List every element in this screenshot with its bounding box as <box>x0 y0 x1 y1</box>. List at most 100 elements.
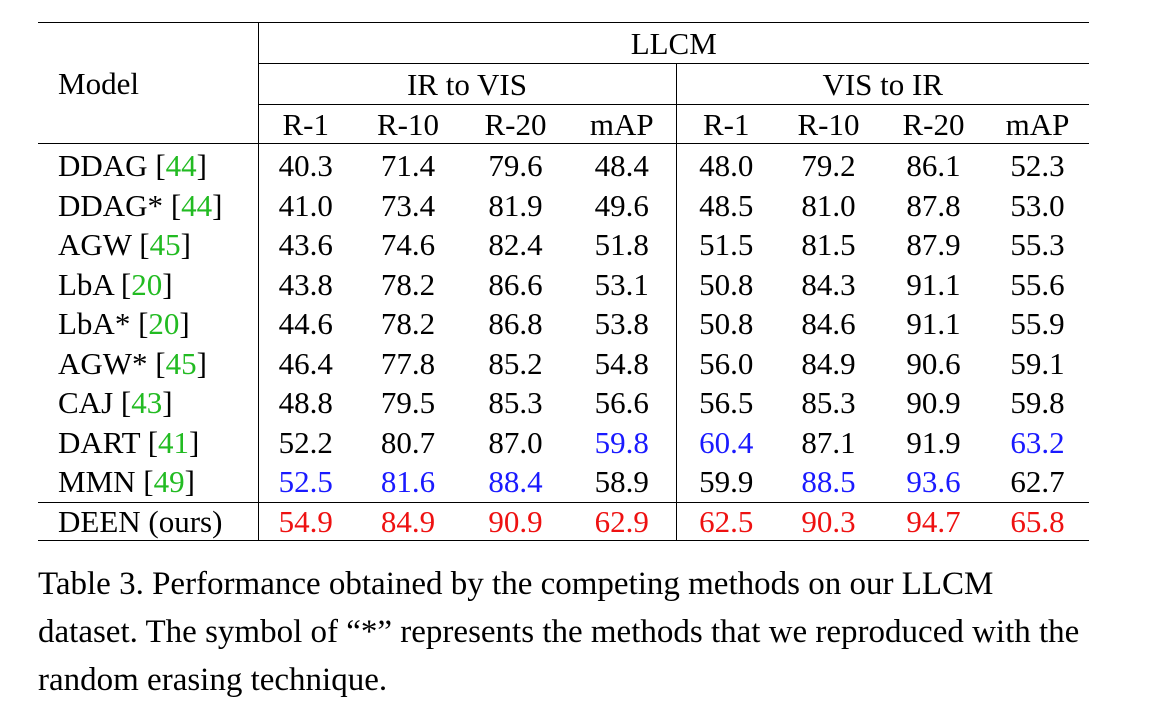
value-cell: 50.8 <box>699 266 754 302</box>
value-cell: 48.5 <box>699 187 754 223</box>
value-cell-best: 65.8 <box>986 501 1089 541</box>
value-cell: 86.1 <box>906 148 961 184</box>
value-cell: 50.8 <box>699 306 754 342</box>
value-cell: 40.3 <box>278 148 333 184</box>
value-cell: 56.6 <box>568 383 677 423</box>
table-row: AGW* [45] 46.4 77.8 85.2 54.8 56.0 84.9 90.6 59.… <box>38 343 1089 383</box>
value-cell: 93.6 <box>906 464 961 500</box>
value-cell: 78.2 <box>380 306 436 342</box>
metric-header: R-10 <box>776 104 881 144</box>
metric-header: mAP <box>986 104 1089 144</box>
citation-link[interactable]: 45 <box>165 345 197 381</box>
value-cell: 49.6 <box>568 185 677 225</box>
value-cell: 41.0 <box>278 187 333 223</box>
value-cell: 73.4 <box>380 187 436 223</box>
value-cell-best: 90.9 <box>463 501 568 541</box>
citation-link[interactable]: 20 <box>148 306 180 342</box>
model-name: AGW* <box>58 345 148 381</box>
model-name-cell: DDAG* [44] <box>38 185 259 225</box>
value-cell: 87.8 <box>906 187 961 223</box>
citation-link[interactable]: 44 <box>181 187 213 223</box>
model-name: DDAG* <box>58 187 164 223</box>
model-name: LbA <box>58 266 114 302</box>
citation-link[interactable]: 43 <box>131 385 163 421</box>
value-cell: 59.9 <box>699 464 754 500</box>
citation-link[interactable]: 20 <box>131 266 163 302</box>
value-cell: 88.5 <box>801 464 856 500</box>
citation-link[interactable]: 44 <box>165 148 197 184</box>
value-cell-best: 90.3 <box>776 501 881 541</box>
model-name-cell: DDAG [44] <box>38 143 259 186</box>
value-cell: 46.4 <box>278 345 333 381</box>
table-row: DART [41] 52.2 80.7 87.0 59.8 60.4 87.1 91.9 63.… <box>38 422 1089 462</box>
metric-header-row: R-1 R-10 R-20 mAP R-1 R-10 R-20 mAP <box>38 104 1089 144</box>
model-name: CAJ <box>58 385 114 421</box>
model-name-cell: AGW* [45] <box>38 343 259 383</box>
value-cell-best: 84.9 <box>353 501 463 541</box>
table-row: CAJ [43] 48.8 79.5 85.3 56.6 56.5 85.3 90.9 59.8 <box>38 383 1089 423</box>
value-cell: 79.2 <box>801 148 856 184</box>
model-name: LbA* <box>58 306 131 342</box>
value-cell: 59.8 <box>1010 385 1065 421</box>
model-name: DART <box>58 424 140 460</box>
metric-header: R-1 <box>676 104 776 144</box>
value-cell-best: 54.9 <box>258 501 353 541</box>
metric-header: R-10 <box>353 104 463 144</box>
value-cell: 91.1 <box>906 306 961 342</box>
value-cell: 43.6 <box>278 227 333 263</box>
value-cell: 48.8 <box>278 385 333 421</box>
value-cell: 90.6 <box>906 345 961 381</box>
table-row: DDAG* [44] 41.0 73.4 81.9 49.6 48.5 81.0 87.8 53… <box>38 185 1089 225</box>
value-cell: 52.5 <box>278 464 333 500</box>
value-cell: 87.0 <box>488 424 543 460</box>
model-name-cell: MMN [49] <box>38 462 259 502</box>
group-header-vis-to-ir: VIS to IR <box>676 63 1089 105</box>
value-cell: 84.6 <box>801 306 856 342</box>
value-cell: 51.5 <box>699 227 754 263</box>
value-cell: 85.2 <box>488 345 543 381</box>
table-row: LbA* [20] 44.6 78.2 86.8 53.8 50.8 84.6 91.1 55.… <box>38 304 1089 344</box>
group-header-ir-to-vis: IR to VIS <box>258 63 677 105</box>
value-cell: 56.0 <box>699 345 754 381</box>
model-name: MMN <box>58 464 136 500</box>
table-row: MMN [49] 52.5 81.6 88.4 58.9 59.9 88.5 93.6 62.7 <box>38 462 1089 502</box>
value-cell: 79.5 <box>380 385 436 421</box>
citation-link[interactable]: 49 <box>153 464 185 500</box>
dataset-header: LLCM <box>258 22 1089 64</box>
value-cell: 90.9 <box>906 385 961 421</box>
value-cell: 56.5 <box>699 385 754 421</box>
value-cell: 55.6 <box>1010 266 1065 302</box>
metric-header: R-1 <box>258 104 353 144</box>
citation-link[interactable]: 45 <box>149 227 181 263</box>
value-cell: 85.3 <box>488 385 543 421</box>
value-cell: 59.8 <box>568 422 677 462</box>
metric-header: mAP <box>568 104 677 144</box>
model-name-cell: CAJ [43] <box>38 383 259 423</box>
model-name: DDAG <box>58 148 148 184</box>
value-cell: 77.8 <box>380 345 436 381</box>
value-cell: 48.4 <box>568 143 677 186</box>
table-row: AGW [45] 43.6 74.6 82.4 51.8 51.5 81.5 87.9 55.3 <box>38 225 1089 265</box>
value-cell: 86.8 <box>488 306 543 342</box>
value-cell: 87.1 <box>801 424 856 460</box>
value-cell: 62.7 <box>1010 464 1065 500</box>
table-caption: Table 3. Performance obtained by the com… <box>38 566 1080 698</box>
model-name-ours: DEEN (ours) <box>38 501 259 541</box>
value-cell-best: 62.9 <box>568 501 677 541</box>
value-cell: 86.6 <box>488 266 543 302</box>
model-name-cell: AGW [45] <box>38 225 259 265</box>
value-cell: 91.1 <box>906 266 961 302</box>
citation-link[interactable]: 41 <box>158 424 190 460</box>
value-cell: 44.6 <box>278 306 333 342</box>
value-cell: 55.9 <box>1010 306 1065 342</box>
value-cell: 81.0 <box>801 187 856 223</box>
model-column-header: Model <box>38 22 259 144</box>
value-cell: 81.9 <box>488 187 543 223</box>
value-cell: 85.3 <box>801 385 856 421</box>
value-cell: 48.0 <box>699 148 754 184</box>
value-cell: 59.1 <box>1010 345 1065 381</box>
model-name-cell: DART [41] <box>38 422 259 462</box>
model-name-cell: LbA* [20] <box>38 304 259 344</box>
model-name-cell: LbA [20] <box>38 264 259 304</box>
value-cell: 88.4 <box>488 464 543 500</box>
